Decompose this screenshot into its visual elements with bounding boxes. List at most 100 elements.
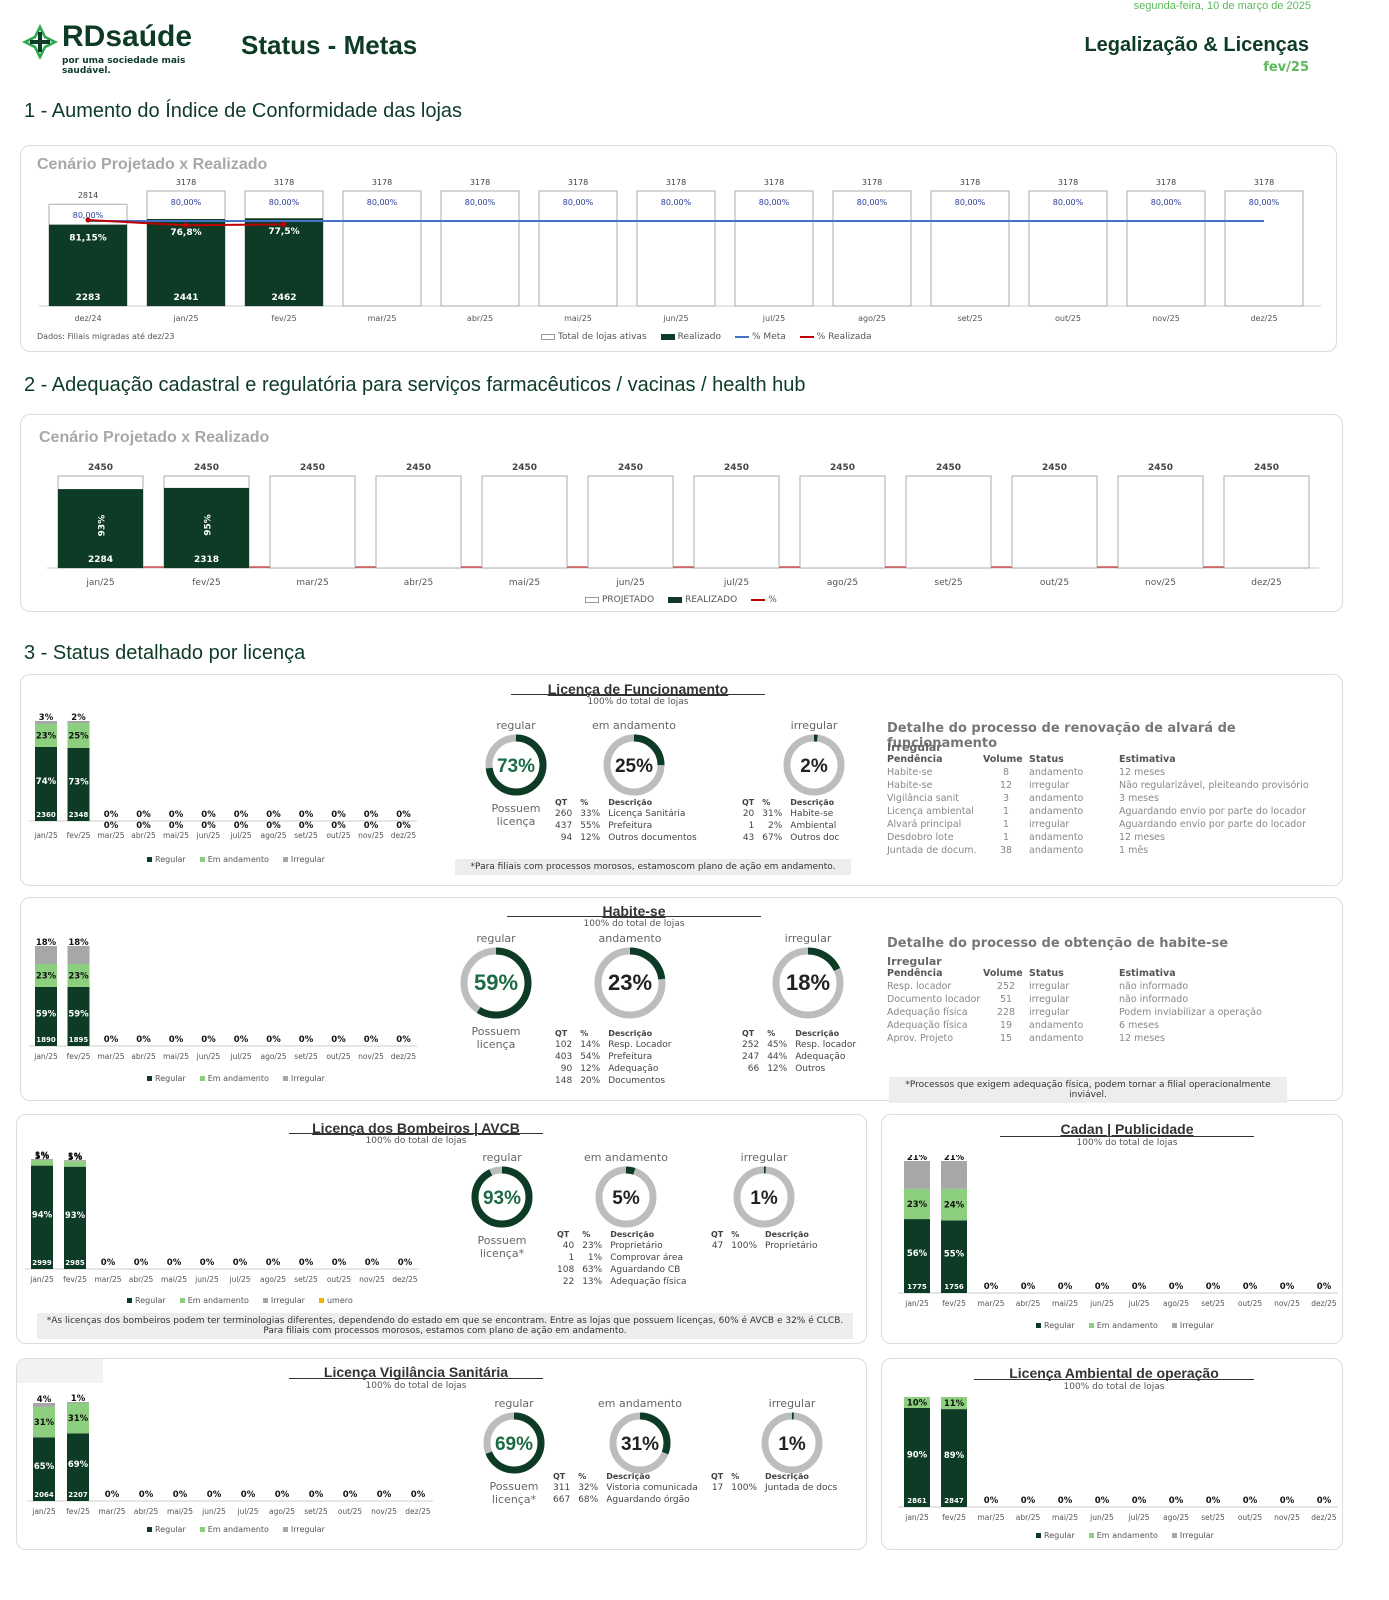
pct-label: 76,8% <box>170 228 201 238</box>
donut-top-label: andamento <box>598 932 662 945</box>
table-row: Adequação física 228 irregular Podem inviab… <box>887 1006 1309 1019</box>
stack-legend: Regular Em andamento Irregular <box>147 855 325 864</box>
chart-footnote: Dados: Filiais migradas até dez/23 <box>37 332 175 341</box>
projetado-bar <box>1223 475 1310 569</box>
category-label: fev/25 <box>63 1275 87 1284</box>
table-cell: Proprietário <box>765 1241 818 1251</box>
table-cell: Adequação <box>608 1064 659 1074</box>
segment-label: 21% <box>944 1155 965 1163</box>
segment-label: 25% <box>68 732 89 742</box>
category-label: jun/25 <box>201 1507 226 1516</box>
total-bar <box>734 190 814 307</box>
donut-top-label: em andamento <box>592 719 676 732</box>
table-cell: Outros doc <box>790 833 840 843</box>
donut-pct: 73% <box>497 756 535 777</box>
meta-label: 80,00% <box>269 198 300 207</box>
realizado-label: 2441 <box>173 293 198 303</box>
table-cell: 31% <box>762 809 783 819</box>
segment-label: 0% <box>275 1490 290 1500</box>
panel-title: Cenário Projetado x Realizado <box>39 429 270 446</box>
category-label: set/25 <box>1201 1513 1225 1522</box>
detail-table: QT% Descrição 260 33% Licença Sanitária 437 55… <box>551 797 701 844</box>
stack-segment <box>31 1159 53 1161</box>
segment-label: 0% <box>1243 1496 1258 1506</box>
legend-item: % <box>751 595 777 605</box>
total-bar <box>1126 190 1206 307</box>
category-label: mar/25 <box>977 1299 1004 1308</box>
stack-segment <box>67 946 90 964</box>
table-cell: Resp. locador <box>887 981 952 992</box>
category-label: mar/25 <box>98 1507 125 1516</box>
hs-detail-sub: Irregular <box>887 955 942 968</box>
table-header: QT <box>742 1029 755 1038</box>
category-label: set/25 <box>934 578 962 588</box>
total-label: 3178 <box>862 178 882 187</box>
segment-label: 18% <box>36 938 57 948</box>
am-title: Licença Ambiental de operação <box>1009 1365 1219 1381</box>
table-row: 403 54% Prefeitura <box>551 1051 675 1063</box>
table-row: Aprov. Projeto 15 andamento 12 meses <box>887 1032 1309 1045</box>
total-label: 3178 <box>960 178 980 187</box>
table-row: 94 12% Outros documentos <box>551 832 701 844</box>
total-label: 3178 <box>666 178 686 187</box>
total-label: 3178 <box>1058 178 1078 187</box>
table-cell: 23% <box>582 1241 603 1251</box>
category-label: abr/25 <box>1016 1299 1041 1308</box>
table-row: Adequação física 19 andamento 6 meses <box>887 1019 1309 1032</box>
category-label: ago/25 <box>1163 1513 1189 1522</box>
section-2-heading: 2 - Adequação cadastral e regulatória pa… <box>24 374 806 396</box>
category-label: mar/25 <box>94 1275 121 1284</box>
total-label: 3178 <box>1254 178 1274 187</box>
detail-table: QT% Descrição 20 31% Habite-se 1 2% Ambiental 43… <box>738 797 843 844</box>
meta-label: 80,00% <box>367 198 398 207</box>
count-label: 2985 <box>65 1259 85 1267</box>
stack-segment <box>64 1161 86 1167</box>
table-cell: irregular <box>1029 819 1070 830</box>
segment-label: 0% <box>299 1035 314 1045</box>
count-label: 2064 <box>34 1491 54 1499</box>
category-label: jun/25 <box>662 314 688 323</box>
count-label: 2207 <box>68 1491 88 1499</box>
table-cell: Não regularizável, pleiteando provisório <box>1119 780 1309 791</box>
table-cell: Ambiental <box>790 821 837 831</box>
bo-andamento-table: QT% Descrição 40 23% Proprietário 1 1% Comprova… <box>553 1229 691 1288</box>
table-cell: 40 <box>562 1241 575 1251</box>
segment-label: 5% <box>68 1153 83 1163</box>
table-cell: 260 <box>555 809 573 819</box>
category-label: mar/25 <box>97 831 124 840</box>
legend-item: % Realizada <box>799 332 872 342</box>
report-date: segunda-feira, 10 de março de 2025 <box>1133 0 1311 12</box>
category-label: mai/25 <box>1052 1299 1078 1308</box>
segment-label: 0% <box>1169 1496 1184 1506</box>
table-row: 437 55% Prefeitura <box>551 820 701 832</box>
category-label: set/25 <box>294 1052 318 1061</box>
legend-item: Irregular <box>1171 1321 1214 1330</box>
segment-label: 23% <box>68 972 89 982</box>
category-label: jun/25 <box>194 1275 219 1284</box>
table-cell: andamento <box>1029 845 1084 856</box>
stack-segment <box>64 1160 86 1162</box>
stack-segment <box>31 1165 53 1269</box>
table-cell: 63% <box>582 1265 603 1275</box>
hs-detail-table: Pendência Volume Status Estimativa Resp. loc… <box>887 967 1309 1045</box>
segment-label: 1% <box>35 1151 50 1161</box>
table-cell: 67% <box>762 833 783 843</box>
lf-detail-sub: Irregular <box>887 741 942 754</box>
meta-label: 80,00% <box>759 198 790 207</box>
table-cell: Podem inviabilizar a operação <box>1119 1007 1262 1018</box>
segment-label: 0% <box>104 821 119 831</box>
stack-segment <box>67 987 90 1046</box>
total-label: 3178 <box>372 178 392 187</box>
category-label: abr/25 <box>404 578 433 588</box>
legend-item: Em andamento <box>1088 1531 1158 1540</box>
category-label: fev/25 <box>66 1507 90 1516</box>
projetado-bar <box>587 475 674 569</box>
segment-label: 0% <box>167 1258 182 1268</box>
table-cell: 1 <box>1002 819 1010 830</box>
segment-label: 0% <box>136 1035 151 1045</box>
segment-label: 31% <box>34 1418 55 1428</box>
segment-label: 0% <box>1243 1282 1258 1292</box>
table-cell: Adequação física <box>610 1277 687 1287</box>
donut-ring: 1% <box>733 1166 795 1228</box>
stack-segment <box>31 1160 53 1166</box>
